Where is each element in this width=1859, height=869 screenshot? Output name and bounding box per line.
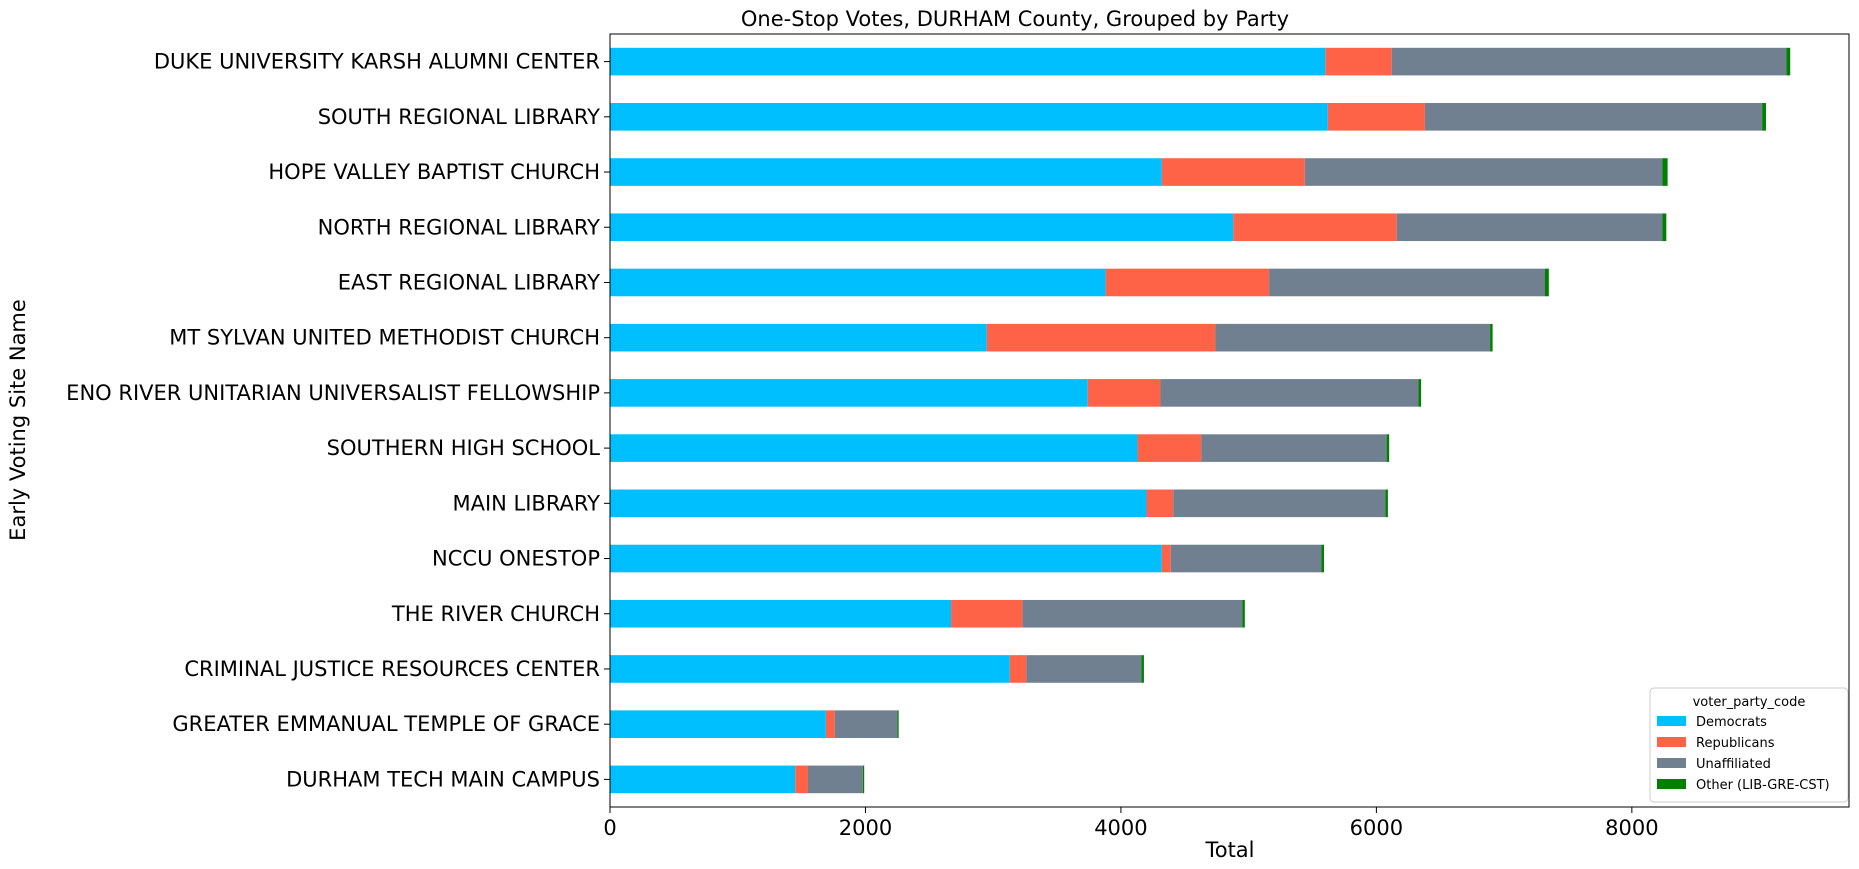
y-tick-label: THE RIVER CHURCH xyxy=(391,602,600,626)
bar-democrats-3 xyxy=(610,213,1234,242)
bar-democrats-7 xyxy=(610,434,1138,462)
legend-swatch xyxy=(1657,737,1686,747)
y-tick-label: NORTH REGIONAL LIBRARY xyxy=(318,215,601,239)
bar-unaffiliated-11 xyxy=(1026,655,1142,683)
bar-other-lib-gre-cst-4 xyxy=(1544,268,1549,297)
bar-other-lib-gre-cst-12 xyxy=(897,710,899,738)
y-tick-label: MAIN LIBRARY xyxy=(452,491,600,515)
bar-republicans-6 xyxy=(1087,379,1161,407)
legend: voter_party_code Democrats Republicans Una… xyxy=(1649,687,1849,803)
bar-unaffiliated-1 xyxy=(1424,103,1763,131)
x-axis-label: Total xyxy=(1204,838,1254,862)
x-tick-label: 0 xyxy=(603,816,616,840)
bar-republicans-4 xyxy=(1105,268,1270,297)
bar-unaffiliated-4 xyxy=(1269,268,1545,297)
legend-label: Other (LIB-GRE-CST) xyxy=(1696,778,1830,793)
bar-unaffiliated-5 xyxy=(1215,323,1491,352)
bar-unaffiliated-13 xyxy=(807,765,863,794)
y-tick-label: SOUTH REGIONAL LIBRARY xyxy=(318,105,600,129)
bar-republicans-1 xyxy=(1327,103,1425,131)
x-tick-label: 4000 xyxy=(1094,816,1147,840)
bar-unaffiliated-0 xyxy=(1391,47,1787,76)
bar-unaffiliated-3 xyxy=(1396,213,1663,242)
bar-democrats-9 xyxy=(610,544,1162,573)
axes-frame xyxy=(609,33,1850,808)
y-tick-label: MT SYLVAN UNITED METHODIST CHURCH xyxy=(169,326,600,350)
legend-label: Democrats xyxy=(1696,715,1767,730)
y-tick-label: DURHAM TECH MAIN CAMPUS xyxy=(286,767,600,791)
bar-other-lib-gre-cst-9 xyxy=(1321,544,1325,573)
bar-republicans-3 xyxy=(1233,213,1397,242)
bar-democrats-5 xyxy=(610,323,987,352)
bar-democrats-6 xyxy=(610,379,1088,407)
y-tick-label: GREATER EMMANUAL TEMPLE OF GRACE xyxy=(172,712,600,736)
bar-other-lib-gre-cst-8 xyxy=(1385,489,1388,518)
legend-box xyxy=(1649,687,1849,803)
bar-democrats-2 xyxy=(610,158,1162,186)
bar-republicans-13 xyxy=(795,765,808,794)
bar-democrats-8 xyxy=(610,489,1147,518)
bar-unaffiliated-8 xyxy=(1173,489,1386,518)
bar-unaffiliated-7 xyxy=(1201,434,1387,462)
y-tick-label: DUKE UNIVERSITY KARSH ALUMNI CENTER xyxy=(154,50,600,74)
bar-unaffiliated-2 xyxy=(1304,158,1663,186)
bar-republicans-0 xyxy=(1325,47,1392,76)
bar-other-lib-gre-cst-6 xyxy=(1418,379,1422,407)
y-tick-label: HOPE VALLEY BAPTIST CHURCH xyxy=(268,160,600,184)
bar-republicans-11 xyxy=(1009,655,1027,683)
plot-area: DUKE UNIVERSITY KARSH ALUMNI CENTER SOUTH… xyxy=(66,33,1850,840)
bar-other-lib-gre-cst-0 xyxy=(1786,47,1791,76)
bar-other-lib-gre-cst-5 xyxy=(1490,323,1493,352)
y-tick-label: NCCU ONESTOP xyxy=(432,547,600,571)
bar-unaffiliated-9 xyxy=(1170,544,1322,573)
legend-label: Republicans xyxy=(1696,736,1775,751)
bar-other-lib-gre-cst-3 xyxy=(1662,213,1667,242)
bar-republicans-2 xyxy=(1161,158,1305,186)
bar-unaffiliated-12 xyxy=(834,710,898,738)
bar-other-lib-gre-cst-1 xyxy=(1762,103,1766,131)
bar-republicans-7 xyxy=(1137,434,1202,462)
y-tick-label: CRIMINAL JUSTICE RESOURCES CENTER xyxy=(184,657,600,681)
x-tick-label: 2000 xyxy=(839,816,892,840)
bar-other-lib-gre-cst-10 xyxy=(1242,599,1245,628)
bar-other-lib-gre-cst-11 xyxy=(1141,655,1144,683)
x-tick-label: 6000 xyxy=(1350,816,1403,840)
y-tick-label: SOUTHERN HIGH SCHOOL xyxy=(327,436,601,460)
bar-unaffiliated-6 xyxy=(1160,379,1419,407)
chart-title: One-Stop Votes, DURHAM County, Grouped b… xyxy=(741,7,1289,31)
bar-other-lib-gre-cst-7 xyxy=(1386,434,1390,462)
bar-democrats-13 xyxy=(610,765,796,794)
x-tick-label: 8000 xyxy=(1605,816,1658,840)
bar-other-lib-gre-cst-13 xyxy=(862,765,865,794)
bar-republicans-10 xyxy=(951,599,1023,628)
bar-republicans-8 xyxy=(1146,489,1174,518)
legend-label: Unaffiliated xyxy=(1696,757,1771,772)
bar-democrats-12 xyxy=(610,710,826,738)
legend-swatch xyxy=(1657,716,1686,726)
legend-swatch xyxy=(1657,779,1686,789)
bar-republicans-9 xyxy=(1161,544,1171,573)
legend-swatch xyxy=(1657,758,1686,768)
y-axis-label: Early Voting Site Name xyxy=(6,299,30,541)
legend-title: voter_party_code xyxy=(1693,695,1806,710)
bar-republicans-12 xyxy=(825,710,835,738)
y-tick-label: ENO RIVER UNITARIAN UNIVERSALIST FELLOWS… xyxy=(66,381,600,405)
bar-democrats-1 xyxy=(610,103,1328,131)
bar-unaffiliated-10 xyxy=(1022,599,1243,628)
bar-democrats-4 xyxy=(610,268,1106,297)
bar-other-lib-gre-cst-2 xyxy=(1662,158,1668,186)
bar-democrats-11 xyxy=(610,655,1010,683)
y-tick-label: EAST REGIONAL LIBRARY xyxy=(338,270,600,294)
bar-democrats-10 xyxy=(610,599,952,628)
bar-republicans-5 xyxy=(986,323,1216,352)
bar-democrats-0 xyxy=(610,47,1326,76)
